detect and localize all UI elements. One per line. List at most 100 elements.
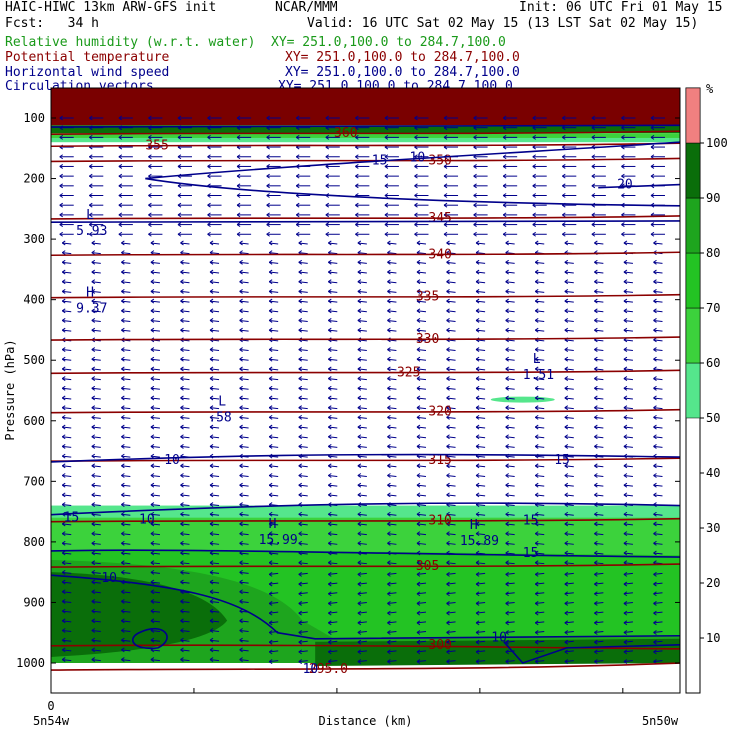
wind-vector-head <box>121 502 125 507</box>
wind-vector-head <box>150 318 155 323</box>
wind-vector-head <box>91 308 96 314</box>
wind-vector-head <box>502 202 507 208</box>
wind-vector-head <box>534 288 539 294</box>
wind-vector-head <box>534 347 539 352</box>
wind-vector-head <box>475 473 480 478</box>
wind-vector <box>564 261 574 264</box>
wind-vector-head <box>416 521 421 527</box>
wind-vector <box>653 378 663 381</box>
x-tick-label: 0 <box>47 699 54 713</box>
wind-vector-head <box>295 173 300 179</box>
wind-vector <box>269 378 279 381</box>
wind-vector <box>121 271 131 274</box>
wind-vector-head <box>446 581 450 587</box>
wind-vector <box>357 397 367 400</box>
wind-vector-head <box>209 482 214 488</box>
wind-vector <box>476 426 486 429</box>
wind-vector-head <box>534 279 539 285</box>
x-endpoint-right: 5n50w <box>642 714 679 728</box>
wind-vector-head <box>591 134 596 140</box>
wind-vector <box>209 387 220 390</box>
wind-vector-head <box>121 356 125 362</box>
colorbar-tick-label: 80 <box>706 246 720 260</box>
wind-vector-head <box>61 599 66 604</box>
wind-vector-head <box>357 639 362 645</box>
wind-vector <box>623 261 633 264</box>
wind-vector-head <box>328 259 332 265</box>
wind-vector-head <box>268 424 273 430</box>
wind-vector <box>269 368 279 371</box>
wind-vector-head <box>502 212 507 218</box>
wind-vector <box>91 542 101 545</box>
wind-vector-head <box>505 240 509 246</box>
wind-vector <box>328 319 338 322</box>
wind-vector-head <box>268 610 273 616</box>
wind-vector <box>91 504 101 507</box>
wind-vector <box>91 252 101 255</box>
wind-vector-head <box>355 115 359 121</box>
wind-vector <box>239 261 249 264</box>
wind-vector <box>535 407 545 410</box>
wind-vector <box>535 339 545 342</box>
wind-vector-head <box>207 154 211 160</box>
wind-vector <box>180 494 190 497</box>
wind-vector-head <box>121 298 125 304</box>
wind-vector-head <box>416 511 421 517</box>
wind-vector-head <box>268 259 273 265</box>
wind-vector-head <box>357 424 362 430</box>
wind-vector <box>446 300 456 303</box>
wind-vector <box>328 358 338 361</box>
wind-vector <box>505 513 515 516</box>
wind-vector <box>446 513 456 516</box>
wind-vector-head <box>328 630 332 635</box>
wind-vector-head <box>239 259 243 265</box>
wind-vector <box>62 445 72 448</box>
wind-vector <box>623 319 633 322</box>
wind-vector <box>416 310 427 313</box>
wind-vector <box>121 319 131 322</box>
wind-vector-head <box>562 193 566 198</box>
wind-vector <box>239 242 249 245</box>
wind-vector <box>209 600 220 603</box>
wind-vector-head <box>446 347 450 352</box>
wind-vector-head <box>236 183 241 189</box>
wind-vector <box>91 562 101 565</box>
wind-vector <box>328 523 338 526</box>
wind-vector-head <box>298 630 303 635</box>
wind-vector <box>564 465 574 468</box>
wind-vector-head <box>532 173 537 179</box>
wind-vector <box>623 552 633 555</box>
wind-vector-head <box>623 327 628 333</box>
wind-vector-head <box>328 308 332 314</box>
wind-vector <box>180 252 190 255</box>
wind-vector-head <box>387 414 391 420</box>
wind-vector-head <box>387 395 391 401</box>
wind-vector <box>653 582 663 585</box>
wind-vector <box>328 329 338 332</box>
field-name-theta: Potential temperature <box>5 50 170 65</box>
wind-vector-head <box>387 434 391 440</box>
wind-vector <box>357 358 367 361</box>
wind-vector-head <box>328 356 332 362</box>
wind-vector <box>476 319 486 322</box>
wind-contour-label: 15 <box>523 514 539 529</box>
wind-vector-head <box>653 540 657 546</box>
wind-vector <box>357 349 367 352</box>
wind-vector <box>91 290 101 293</box>
x-endpoint-left: 5n54w <box>33 714 70 728</box>
wind-vector <box>121 252 131 255</box>
wind-vector-head <box>268 482 273 488</box>
wind-vector-head <box>295 183 300 189</box>
wind-vector <box>180 533 190 536</box>
wind-vector-head <box>505 269 509 275</box>
wind-vector <box>239 552 249 555</box>
wind-vector <box>416 513 427 516</box>
theta-contour-label: 305 <box>416 559 439 574</box>
wind-vector-head <box>414 193 418 198</box>
wind-vector <box>623 329 633 332</box>
wind-vector-head <box>150 414 155 420</box>
wind-vector <box>62 610 72 613</box>
wind-vector <box>91 630 101 633</box>
wind-vector-head <box>61 473 66 478</box>
